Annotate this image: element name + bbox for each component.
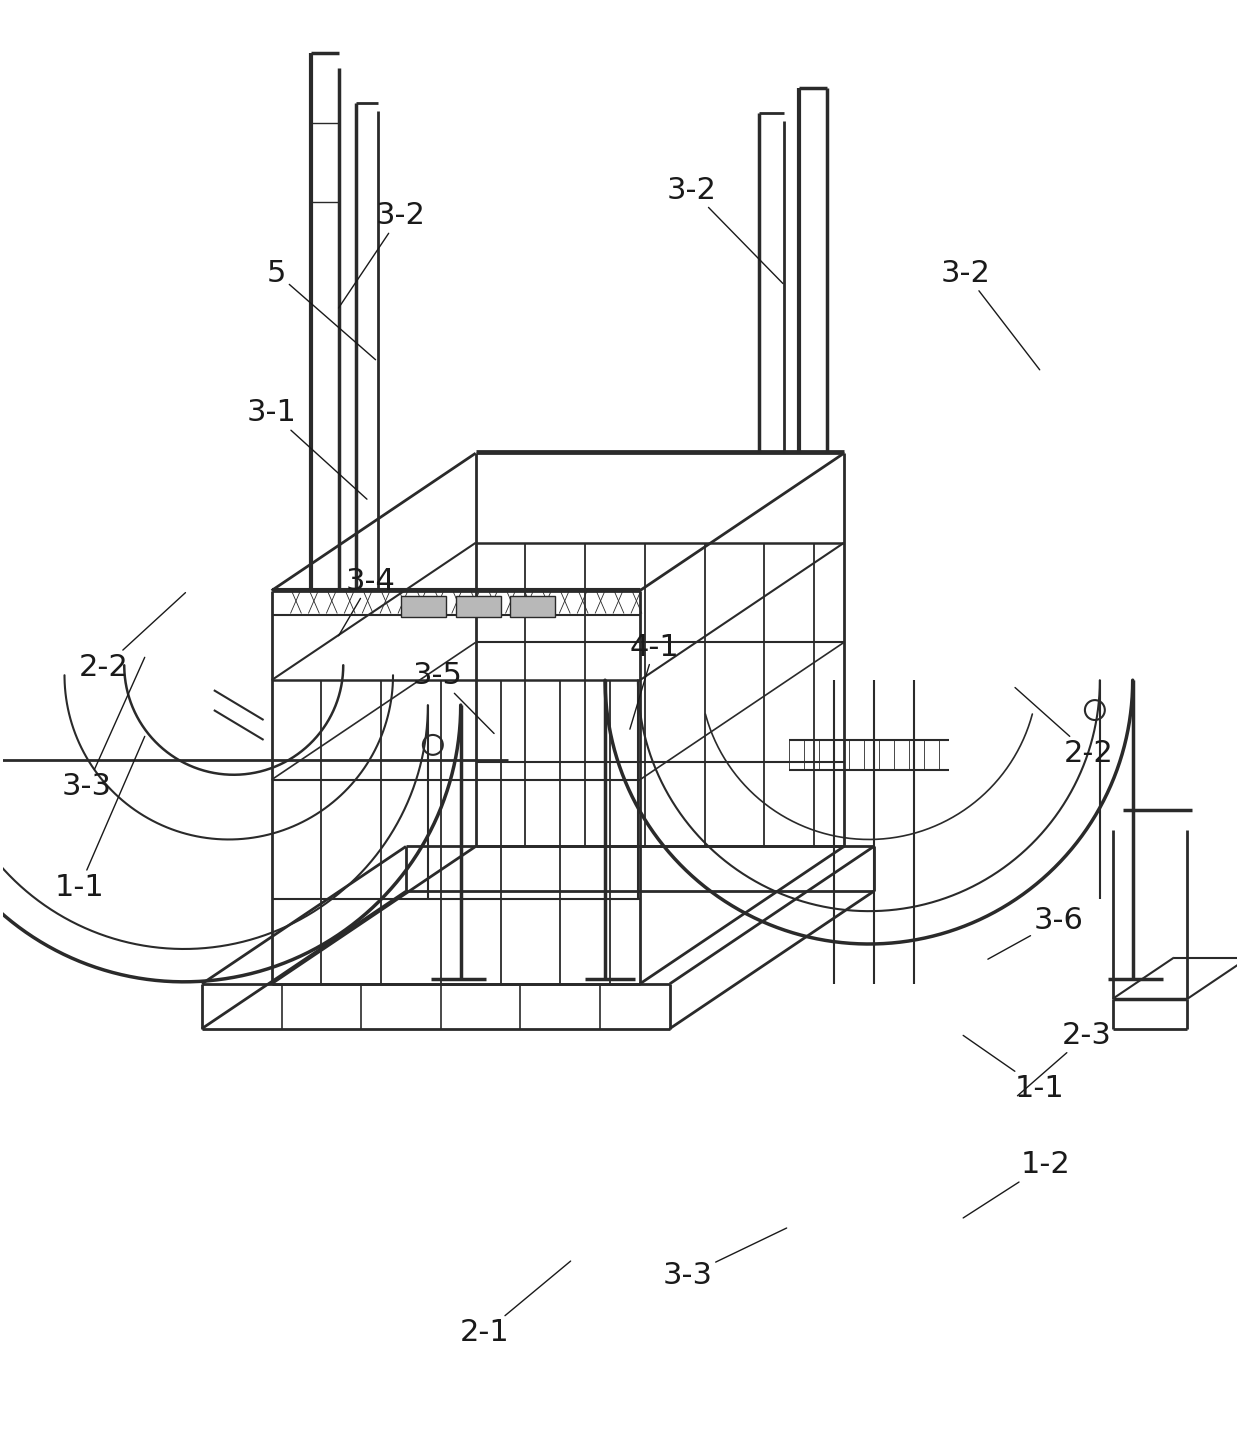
Text: 2-1: 2-1: [459, 1261, 570, 1347]
Bar: [401, 595, 446, 618]
Text: 2-2: 2-2: [1016, 687, 1114, 768]
Text: 4-1: 4-1: [630, 632, 680, 729]
Bar: [511, 595, 556, 618]
Bar: [456, 595, 501, 618]
Text: 3-2: 3-2: [339, 202, 425, 308]
Text: 2-3: 2-3: [1018, 1021, 1111, 1096]
Text: 3-2: 3-2: [667, 176, 782, 283]
Text: 5: 5: [267, 258, 376, 360]
Text: 3-1: 3-1: [247, 399, 367, 500]
Text: 3-6: 3-6: [988, 905, 1084, 959]
Text: 3-3: 3-3: [62, 657, 145, 801]
Text: 3-4: 3-4: [339, 566, 396, 635]
Text: 1-2: 1-2: [963, 1151, 1071, 1217]
Text: 1-1: 1-1: [55, 736, 145, 902]
Text: 2-2: 2-2: [79, 592, 186, 682]
Text: 3-2: 3-2: [941, 258, 1039, 370]
Text: 3-3: 3-3: [663, 1227, 786, 1289]
Text: 3-5: 3-5: [413, 661, 494, 734]
Text: 1-1: 1-1: [963, 1035, 1065, 1103]
